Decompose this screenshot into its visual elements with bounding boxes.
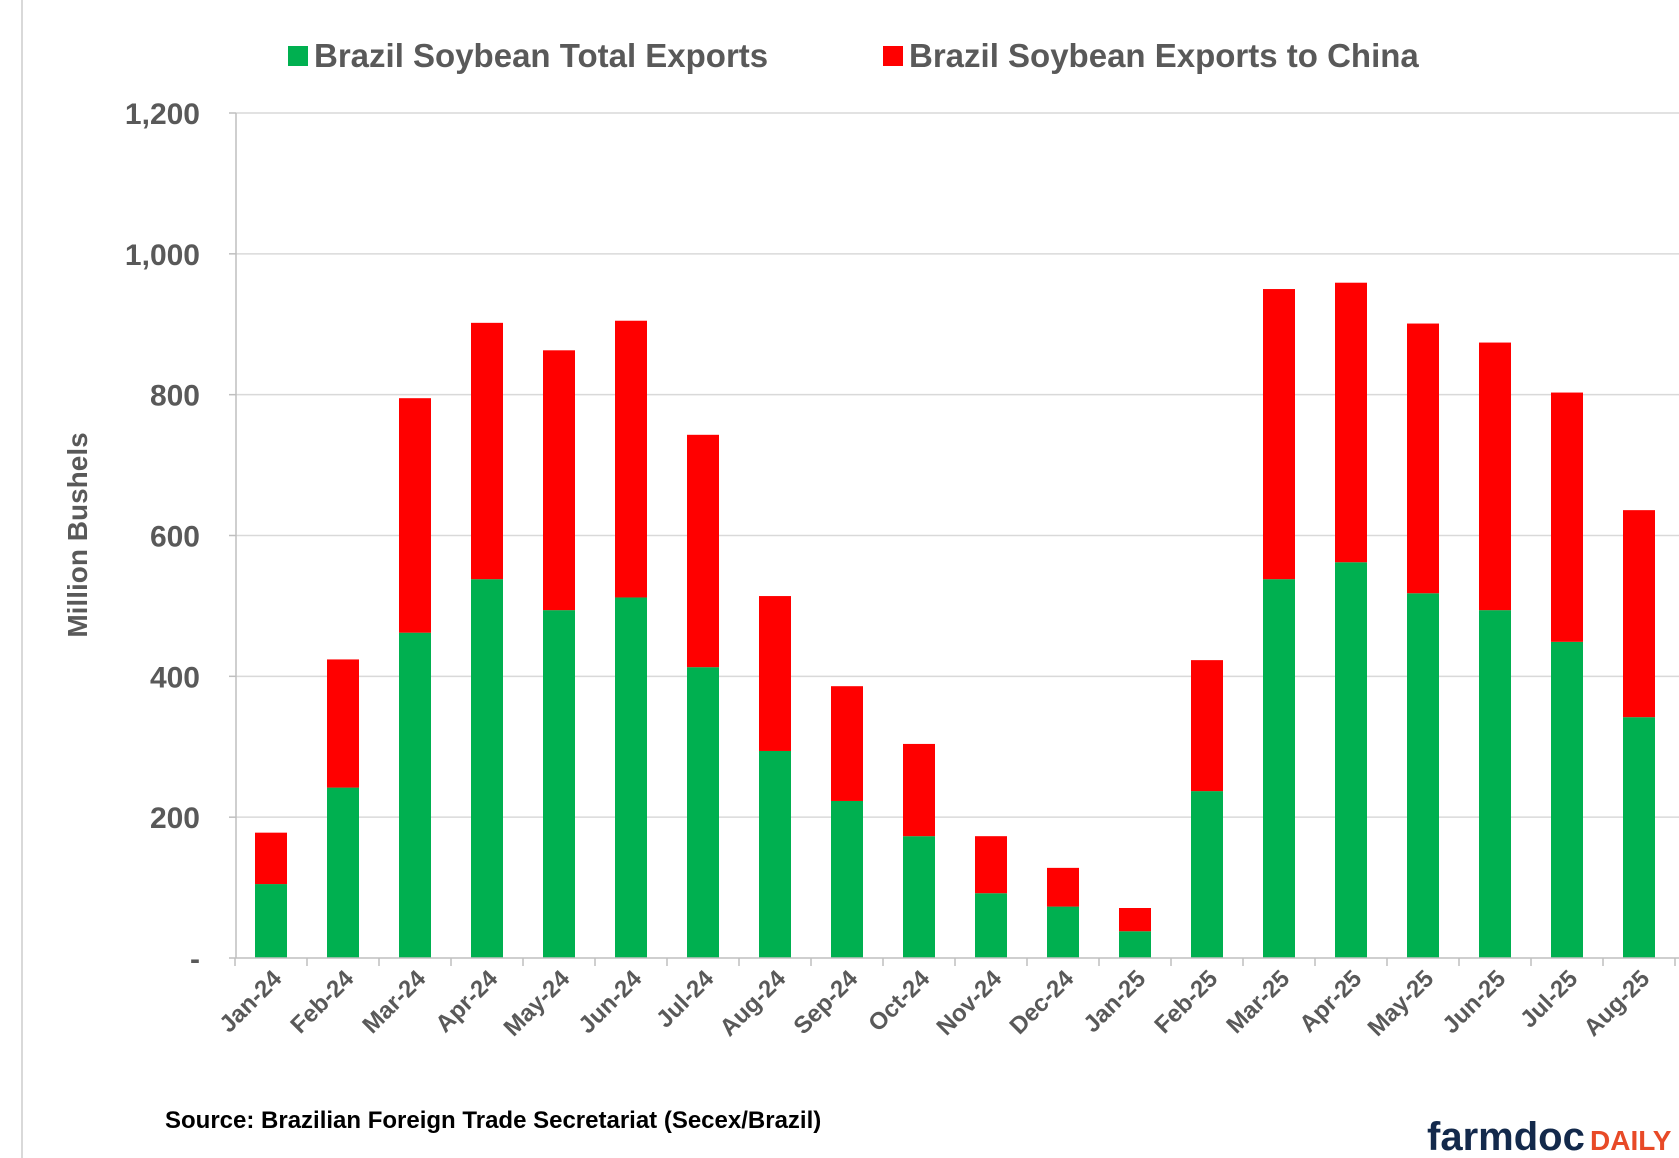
- x-tick-label: Mar-25: [1221, 965, 1295, 1039]
- y-tick-label: 1,000: [125, 239, 200, 272]
- x-tick-label: Sep-24: [788, 965, 863, 1040]
- y-tick-label: -: [190, 943, 200, 976]
- legend: Brazil Soybean Total Exports Brazil Soyb…: [288, 37, 1419, 74]
- bar-total-exports: [543, 610, 575, 958]
- x-tick-label: Apr-24: [430, 965, 503, 1038]
- bar-exports-to-china: [1047, 867, 1079, 907]
- bar-exports-to-china: [831, 686, 863, 801]
- y-tick-label: 600: [150, 521, 200, 554]
- x-tick-label: May-25: [1363, 965, 1440, 1042]
- bar-total-exports: [687, 667, 719, 958]
- bar-total-exports: [327, 787, 359, 958]
- bar-exports-to-china: [327, 659, 359, 788]
- bar-total-exports: [1407, 593, 1439, 958]
- x-tick-label: Apr-25: [1294, 965, 1367, 1038]
- bar-total-exports: [1119, 931, 1151, 958]
- bar-exports-to-china: [255, 832, 287, 885]
- x-tick-label: Mar-24: [357, 965, 431, 1039]
- bar-exports-to-china: [1263, 289, 1295, 580]
- bar-exports-to-china: [1335, 282, 1367, 563]
- bar-total-exports: [1263, 579, 1295, 958]
- bar-exports-to-china: [543, 350, 575, 611]
- x-tick-label: Feb-25: [1149, 965, 1223, 1039]
- x-tick-label: Jul-25: [1515, 965, 1583, 1033]
- x-tick-label: Jan-24: [214, 965, 287, 1038]
- farmdoc-logo: farmdoc DAILY: [1427, 1115, 1672, 1158]
- logo-text-daily: DAILY: [1590, 1125, 1672, 1156]
- logo-text-farmdoc: farmdoc: [1427, 1115, 1585, 1158]
- y-tick-label: 1,200: [125, 98, 200, 131]
- x-tick-label: Nov-24: [932, 965, 1008, 1041]
- bar-exports-to-china: [903, 743, 935, 837]
- bar-exports-to-china: [399, 398, 431, 633]
- bar-exports-to-china: [1119, 908, 1151, 932]
- bar-total-exports: [831, 800, 863, 958]
- bar-total-exports: [1335, 562, 1367, 958]
- y-axis-title: Million Bushels: [62, 432, 93, 637]
- y-tick-label: 400: [150, 661, 200, 694]
- bar-exports-to-china: [1479, 342, 1511, 611]
- bar-total-exports: [399, 632, 431, 958]
- bar-total-exports: [471, 579, 503, 958]
- bar-total-exports: [1191, 791, 1223, 958]
- legend-swatch-total-exports: [288, 46, 308, 66]
- x-tick-label: Jul-24: [651, 965, 720, 1034]
- x-tick-label: Dec-24: [1004, 965, 1079, 1040]
- x-tick-label: Oct-24: [863, 965, 935, 1037]
- bars: [255, 282, 1655, 958]
- bar-total-exports: [1479, 610, 1511, 958]
- legend-label-china-exports: Brazil Soybean Exports to China: [909, 37, 1419, 74]
- y-tick-label: 800: [150, 380, 200, 413]
- bar-exports-to-china: [687, 434, 719, 668]
- axes: [229, 112, 1679, 966]
- bar-exports-to-china: [471, 322, 503, 580]
- x-tick-label: Aug-24: [715, 965, 792, 1042]
- x-tick-label: Feb-24: [285, 965, 359, 1039]
- bar-total-exports: [759, 750, 791, 958]
- bar-total-exports: [903, 836, 935, 958]
- bar-total-exports: [255, 884, 287, 958]
- bar-exports-to-china: [759, 596, 791, 751]
- bar-exports-to-china: [975, 836, 1007, 894]
- x-tick-label: Jan-25: [1078, 965, 1151, 1038]
- x-tick-label: Jun-25: [1437, 965, 1511, 1039]
- y-tick-labels: - 200 400 600 800 1,000 1,200: [125, 98, 200, 976]
- bar-exports-to-china: [615, 320, 647, 598]
- bar-exports-to-china: [1191, 660, 1223, 792]
- legend-label-total-exports: Brazil Soybean Total Exports: [314, 37, 768, 74]
- x-tick-label: Aug-25: [1579, 965, 1656, 1042]
- source-note: Source: Brazilian Foreign Trade Secretar…: [165, 1107, 821, 1134]
- bar-total-exports: [1551, 641, 1583, 958]
- gridlines: [236, 112, 1679, 818]
- bar-total-exports: [615, 597, 647, 958]
- x-tick-label: Jun-24: [573, 965, 647, 1039]
- x-tick-label: May-24: [499, 965, 576, 1042]
- bar-exports-to-china: [1407, 323, 1439, 594]
- bar-exports-to-china: [1551, 392, 1583, 642]
- y-tick-label: 200: [150, 802, 200, 835]
- legend-swatch-china-exports: [883, 46, 903, 66]
- bar-total-exports: [975, 893, 1007, 958]
- bar-total-exports: [1623, 717, 1655, 958]
- bar-exports-to-china: [1623, 510, 1655, 718]
- bar-total-exports: [1047, 906, 1079, 958]
